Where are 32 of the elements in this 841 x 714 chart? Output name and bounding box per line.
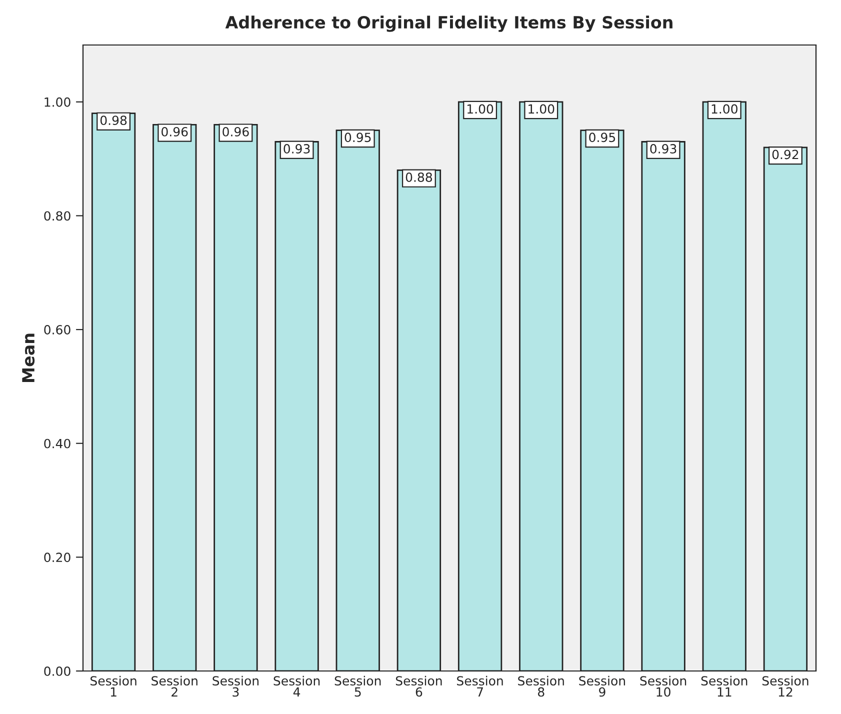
data-label: 1.00 xyxy=(468,104,494,114)
x-tick-label: Session 3 xyxy=(212,676,258,697)
x-tick-label: Session 11 xyxy=(701,676,748,697)
chart-title: Adherence to Original Fidelity Items By Session xyxy=(225,16,672,32)
y-tick-label: 0.60 xyxy=(44,325,70,334)
data-label: 0.96 xyxy=(162,126,188,136)
y-tick-label: 0.40 xyxy=(44,438,70,448)
x-tick-label: Session 8 xyxy=(518,676,564,697)
data-label: 0.95 xyxy=(344,132,371,142)
data-label: 0.96 xyxy=(222,126,249,136)
data-label: 0.88 xyxy=(406,172,432,182)
data-label: 0.98 xyxy=(100,116,127,126)
x-tick-label: Session 1 xyxy=(90,676,136,697)
x-tick-label: Session 9 xyxy=(579,676,625,697)
data-label: 1.00 xyxy=(528,104,554,114)
y-axis-title: Mean xyxy=(22,334,35,382)
x-tick-label: Session 2 xyxy=(152,676,198,697)
x-tick-label: Session 5 xyxy=(334,676,381,697)
y-tick-label: 0.20 xyxy=(44,552,70,562)
y-tick-label: 1.00 xyxy=(44,97,70,107)
x-tick-label: Session 6 xyxy=(396,676,442,697)
x-tick-label: Session 4 xyxy=(274,676,320,697)
y-tick-label: 0.00 xyxy=(44,666,70,676)
data-label: 0.93 xyxy=(284,144,310,154)
y-tick-label: 0.80 xyxy=(44,211,70,221)
data-label: 1.00 xyxy=(712,104,738,114)
x-tick-label: Session 10 xyxy=(640,676,686,697)
data-label: 0.92 xyxy=(772,150,798,160)
x-tick-label: Session 12 xyxy=(762,676,808,697)
data-label: 0.93 xyxy=(650,144,676,154)
data-label: 0.95 xyxy=(589,132,616,142)
x-tick-label: Session 7 xyxy=(457,676,503,697)
